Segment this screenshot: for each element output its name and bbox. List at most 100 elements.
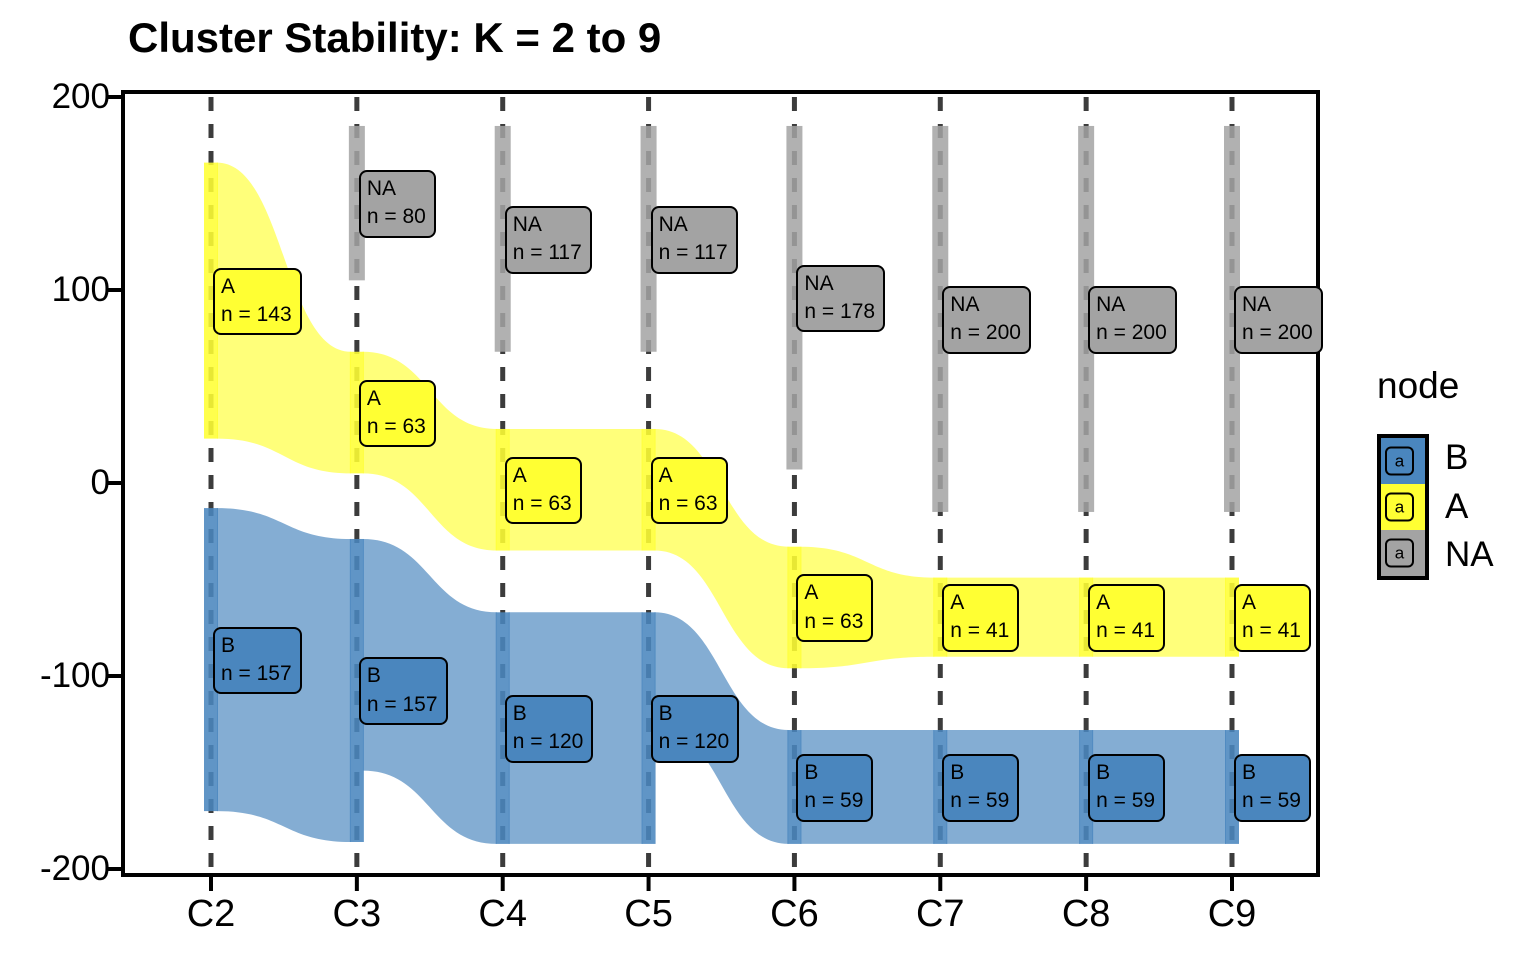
legend-label-B: B [1445, 438, 1469, 478]
node-count: n = 59 [1096, 789, 1156, 813]
node-count: n = 41 [1241, 619, 1301, 643]
node-count: n = 120 [512, 730, 584, 754]
node-count: n = 59 [804, 789, 864, 813]
node-count: n = 178 [804, 300, 876, 324]
legend-swatch-NA: a [1381, 530, 1425, 576]
node-name: B [658, 702, 673, 726]
node-count: n = 200 [1241, 321, 1313, 345]
stratum-B-C5 [641, 612, 656, 844]
stratum-NA-C8 [1078, 125, 1095, 512]
node-name: NA [1241, 292, 1272, 316]
node-name: A [804, 581, 819, 605]
node-count: n = 120 [658, 730, 730, 754]
stratum-NA-C3 [348, 125, 365, 281]
node-count: n = 63 [366, 414, 426, 438]
node-name: A [1241, 591, 1256, 615]
node-label-C7-NA: NA n = 200 [942, 285, 1031, 354]
panel-border [121, 90, 1320, 877]
node-name: B [1241, 760, 1256, 784]
node-name: NA [512, 212, 542, 236]
legend-glyph-box: a [1385, 492, 1414, 522]
node-label-C3-NA: NA n = 80 [358, 170, 436, 238]
node-label-C6-NA: NA n = 178 [796, 264, 886, 333]
node-count: n = 200 [950, 321, 1021, 345]
x-axis-label: C4 [478, 893, 527, 935]
legend-label-NA: NA [1445, 535, 1494, 575]
node-name: B [512, 702, 527, 726]
node-count: n = 59 [950, 789, 1010, 813]
node-label-C5-NA: NA n = 117 [650, 205, 738, 274]
stratum-NA-C6 [786, 125, 803, 470]
x-axis-label: C2 [186, 893, 236, 935]
node-name: A [512, 463, 527, 487]
node-name: B [1096, 760, 1111, 784]
node-name: NA [950, 292, 980, 316]
y-axis-label: 0 [90, 463, 110, 502]
node-count: n = 117 [658, 241, 728, 265]
y-axis-label: -200 [39, 849, 110, 888]
y-axis-label: 200 [51, 77, 110, 116]
stratum-NA-C7 [932, 125, 949, 512]
node-name: B [366, 664, 381, 688]
node-count: n = 41 [950, 619, 1010, 643]
legend-glyph-box: a [1385, 538, 1414, 568]
node-name: B [950, 760, 965, 784]
node-count: n = 63 [512, 492, 572, 516]
stratum-B-C2 [204, 508, 218, 812]
legend-glyph-box: a [1385, 446, 1414, 476]
node-count: n = 157 [366, 692, 438, 716]
x-axis-label: C7 [915, 893, 965, 935]
x-axis-label: C5 [624, 893, 673, 935]
legend-label-A: A [1445, 486, 1469, 526]
node-count: n = 117 [512, 241, 582, 265]
node-count: n = 59 [1241, 789, 1301, 813]
legend-label-stack: B A NA [1445, 434, 1494, 580]
chart-title: Cluster Stability: K = 2 to 9 [128, 14, 662, 61]
stratum-NA-C4 [494, 125, 511, 352]
node-count: n = 143 [221, 302, 292, 326]
stratum-B-C3 [349, 538, 364, 842]
stratum-NA-C9 [1223, 125, 1240, 512]
node-name: B [221, 633, 236, 657]
y-axis-label: 100 [51, 270, 110, 309]
node-name: A [950, 591, 965, 615]
node-name: B [804, 760, 819, 784]
legend-title: node [1377, 365, 1460, 406]
y-axis-label: -100 [39, 656, 110, 695]
legend-swatch-B: a [1381, 438, 1425, 484]
x-axis-label: C3 [332, 893, 382, 935]
node-count: n = 63 [804, 609, 864, 633]
x-axis-label: C6 [770, 893, 819, 935]
node-name: NA [658, 212, 688, 236]
legend-swatch-A: a [1381, 484, 1425, 530]
node-count: n = 80 [366, 205, 426, 229]
node-count: n = 200 [1096, 321, 1167, 345]
stratum-A-C2 [204, 162, 218, 439]
node-name: A [1096, 591, 1111, 615]
node-count: n = 41 [1096, 619, 1156, 643]
x-axis-label: C8 [1061, 893, 1111, 935]
stratum-B-C4 [495, 612, 510, 844]
node-name: NA [1096, 292, 1126, 316]
node-label-C8-NA: NA n = 200 [1088, 285, 1177, 354]
node-name: A [366, 386, 381, 410]
